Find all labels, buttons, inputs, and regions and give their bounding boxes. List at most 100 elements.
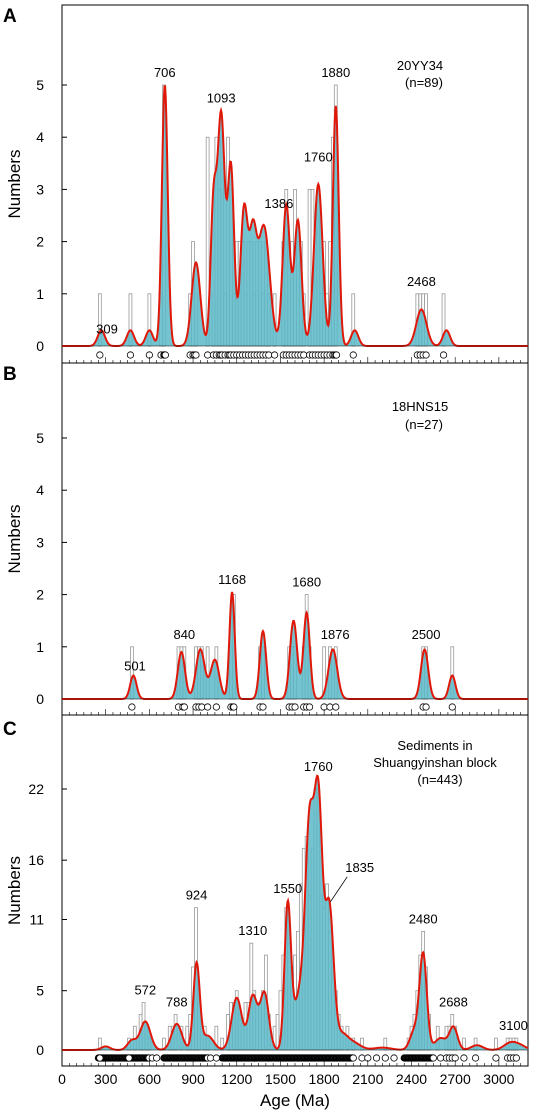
panel-a: A Numbers 0 1 2 3 4 5 20YY34 (n=89) 309 706 1093 1386… — [3, 4, 529, 364]
y-tick-label: 2 — [36, 234, 44, 250]
panel-b: B Numbers 0 1 2 3 4 5 18HNS15 (n=27) 501 840 1168 168… — [3, 362, 529, 716]
panel-c: C Numbers 0 5 11 16 22 Sediments in Shuangyinsha… — [3, 714, 529, 1067]
sample-name: 20YY34 — [397, 58, 443, 73]
age-circle — [390, 1054, 398, 1062]
y-tick-label: 5 — [36, 983, 44, 999]
peak-label: 1093 — [207, 91, 236, 106]
y-tick-label: 0 — [36, 691, 44, 707]
peak-label: 1835 — [345, 860, 374, 875]
x-tick-label: 900 — [181, 1071, 205, 1087]
y-tick-label: 5 — [36, 77, 44, 93]
age-circle — [271, 351, 279, 359]
x-tick-label: 1500 — [265, 1071, 296, 1087]
age-circle — [332, 351, 341, 359]
peak-label: 1310 — [238, 923, 267, 938]
peak-label: 1168 — [218, 572, 246, 587]
panel-label: C — [3, 719, 17, 740]
sample-count: (n=443) — [417, 772, 462, 787]
age-circle — [332, 703, 340, 711]
y-tick-label: 1 — [36, 639, 44, 655]
sample-count: (n=89) — [405, 75, 443, 90]
age-circle — [259, 703, 267, 711]
y-tick-label: 11 — [29, 912, 44, 928]
age-circle — [471, 1054, 480, 1062]
panel-label: A — [3, 6, 17, 27]
peak-label: 2468 — [407, 274, 436, 289]
peak-label: 2480 — [409, 911, 438, 926]
age-circle — [422, 351, 430, 359]
x-tick-label: 2700 — [440, 1071, 471, 1087]
age-circle — [153, 1054, 161, 1062]
age-circle — [161, 351, 169, 359]
peak-label: 1876 — [321, 627, 350, 642]
peak-label: 1680 — [292, 575, 321, 590]
kde-fill — [62, 591, 528, 699]
peak-label: 501 — [124, 658, 146, 673]
age-circle — [372, 1054, 381, 1062]
peak-label: 1760 — [304, 759, 333, 774]
peak-label: 840 — [173, 627, 195, 642]
y-tick-label: 3 — [36, 534, 44, 550]
panel-label: B — [3, 364, 17, 385]
kde-curve — [62, 591, 528, 700]
x-tick-label: 2400 — [396, 1071, 427, 1087]
peak-label: 572 — [134, 983, 156, 998]
age-circle — [349, 1054, 357, 1062]
age-circle — [126, 351, 135, 359]
x-tick-label: 2100 — [352, 1071, 383, 1087]
age-circle — [212, 703, 220, 711]
age-circle — [512, 1054, 520, 1062]
peak-label: 1760 — [304, 150, 333, 165]
age-circle — [212, 1054, 220, 1062]
age-circle — [448, 703, 456, 711]
x-axis: 0 300 600 900 1200 1500 1800 2100 2400 2700 3000 Ag… — [58, 1071, 515, 1110]
peak-label: 1550 — [273, 881, 302, 896]
peak-label: 2688 — [439, 994, 468, 1009]
peak-label: 2500 — [412, 627, 441, 642]
age-circle — [439, 351, 448, 359]
age-circle — [291, 703, 299, 711]
age-circle — [96, 1054, 104, 1062]
peak-label: 788 — [166, 994, 188, 1009]
peak-label: 924 — [186, 888, 208, 903]
y-tick-label: 16 — [28, 852, 44, 868]
peak-label: 1386 — [264, 196, 293, 211]
age-circle — [96, 351, 104, 359]
age-circle — [429, 1054, 437, 1062]
y-tick-label: 0 — [36, 338, 44, 354]
age-circle — [230, 703, 238, 711]
y-axis-label: Numbers — [5, 150, 24, 219]
age-circle — [128, 703, 136, 711]
y-tick-label: 4 — [36, 129, 44, 145]
peak-label: 706 — [154, 65, 176, 80]
y-axis-label: Numbers — [5, 856, 24, 925]
kde-fill — [62, 86, 528, 347]
age-circle — [305, 703, 314, 711]
x-tick-label: 1800 — [309, 1071, 340, 1087]
age-circle — [492, 1054, 500, 1062]
y-tick-label: 4 — [36, 482, 44, 498]
y-tick-label: 3 — [36, 181, 44, 197]
kde-curve — [62, 774, 529, 1051]
kde-curve — [62, 85, 528, 347]
sample-name: 18HNS15 — [392, 399, 448, 414]
x-tick-label: 3000 — [483, 1071, 514, 1087]
peak-label: 1880 — [321, 65, 350, 80]
sample-name-line1: Sediments in — [397, 738, 472, 753]
y-tick-label: 1 — [36, 286, 44, 302]
peak-label: 3100 — [499, 1018, 528, 1033]
y-tick-label: 5 — [36, 430, 44, 446]
y-tick-label: 2 — [36, 587, 44, 603]
age-circle — [125, 1054, 133, 1062]
age-circle — [349, 351, 357, 359]
peak-label: 309 — [96, 321, 118, 336]
age-circle — [204, 703, 212, 711]
y-axis-label: Numbers — [5, 505, 24, 574]
x-tick-label: 1200 — [221, 1071, 252, 1087]
age-circle — [180, 703, 188, 711]
age-circle — [422, 703, 430, 711]
x-tick-label: 300 — [94, 1071, 118, 1087]
age-circle — [381, 1054, 389, 1062]
sample-name-line2: Shuangyinshan block — [373, 755, 497, 770]
